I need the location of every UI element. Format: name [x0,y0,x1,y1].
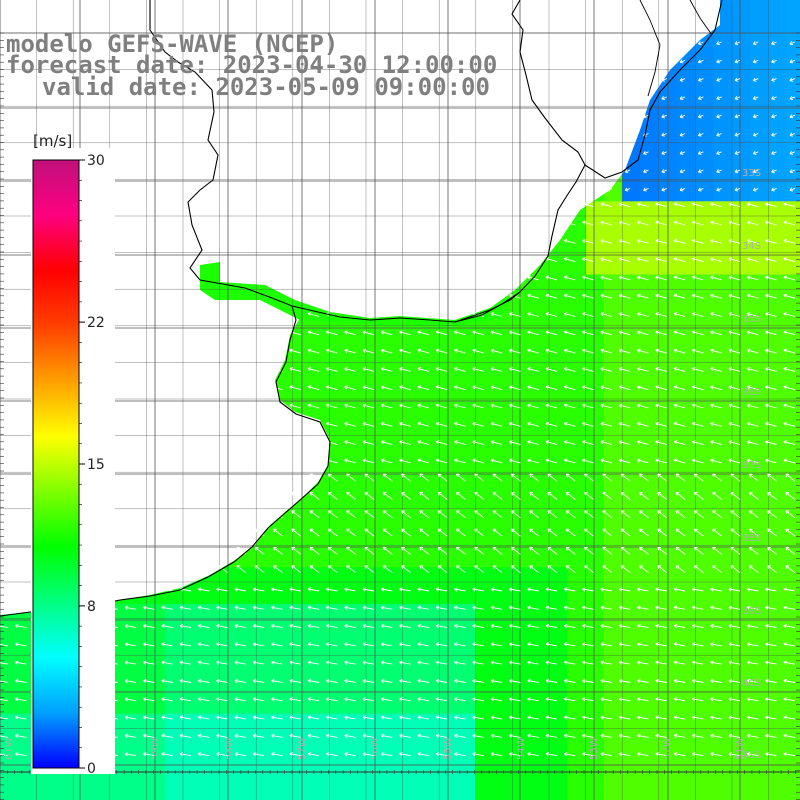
lat-label: 34S [742,241,761,252]
colorbar: 30 22 15 8 0 [31,148,115,777]
lon-label: 58W [224,737,235,760]
lat-label: 35S [742,314,761,325]
lon-label: 57W [297,737,308,760]
lat-label: 37S [742,460,761,471]
lon-label: 61W [4,737,15,760]
lon-label: 59W [150,737,161,760]
model-title: modelo GEFS-WAVE (NCEP) [6,30,339,58]
land-area [200,262,515,326]
colorbar-tick-label: 15 [87,457,105,473]
colorbar-unit: [m/s] [33,132,73,150]
lat-label: 33S [742,168,761,179]
lon-label: 54W [516,737,527,760]
lat-label: 36S [742,387,761,398]
wind-arrows [0,41,796,757]
lat-label: 38S [742,533,761,544]
forecast-date: forecast date: 2023-04-30 12:00:00 [6,51,498,79]
colorbar-tick-label: 30 [87,153,105,169]
lon-label: 56W [370,737,381,760]
lat-label: 40S [742,678,761,689]
lon-label: 55W [443,737,454,760]
colorbar-gradient [32,159,80,769]
colorbar-tick-label: 0 [87,761,96,777]
colorbar-tick-label: 22 [87,315,105,331]
valid-date: valid date: 2023-05-09 09:00:00 [42,73,490,101]
lon-label: 51W [735,737,746,760]
grid-labels: 33S34S35S36S37S38S39S40S41S61W60W59W58W5… [4,168,761,761]
lon-label: 53W [589,737,600,760]
lat-label: 41S [742,750,761,761]
lon-label: 52W [662,737,673,760]
colorbar-tick-label: 8 [87,599,96,615]
lat-label: 39S [742,606,761,617]
